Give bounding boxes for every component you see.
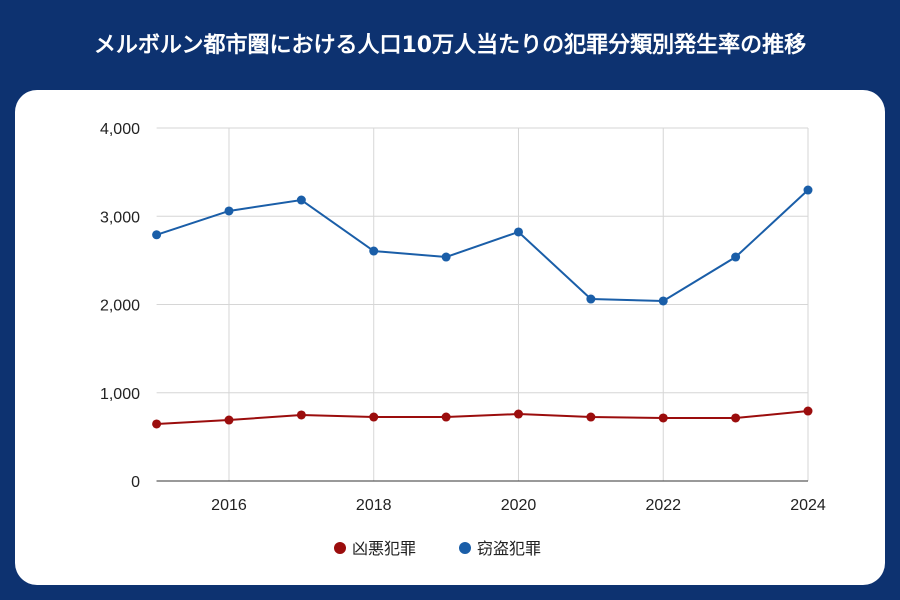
data-point [586,412,596,422]
series-line [156,410,809,425]
data-point [658,296,668,306]
data-point [224,415,234,425]
data-point [731,413,741,423]
data-point [803,185,813,195]
y-tick-label: 0 [131,474,140,491]
data-point [369,246,379,256]
x-tick-label: 2022 [645,497,681,514]
data-point [586,294,596,304]
y-tick-label: 4,000 [100,121,140,138]
x-tick-label: 2018 [356,497,392,514]
data-point [441,252,451,262]
data-point [296,410,306,420]
data-point [296,195,306,205]
legend-marker [334,542,346,554]
data-point [658,413,668,423]
x-tick-label: 2024 [790,497,826,514]
data-point [803,406,813,416]
legend-label: 窃盗犯罪 [477,539,541,558]
data-point [513,227,523,237]
data-point [513,409,523,419]
x-tick-label: 2020 [501,497,537,514]
legend-marker [459,542,471,554]
y-tick-label: 2,000 [100,298,140,315]
chart-title: メルボルン都市圏における人口10万人当たりの犯罪分類別発生率の推移 [93,33,807,58]
data-point [441,412,451,422]
data-point [152,230,162,240]
chart-card [15,90,885,585]
legend-label: 凶悪犯罪 [352,539,416,558]
y-tick-label: 3,000 [100,209,140,226]
data-point [224,206,234,216]
data-point [369,412,379,422]
data-point [152,419,162,429]
x-tick-label: 2016 [211,497,247,514]
data-point [731,252,741,262]
y-tick-label: 1,000 [100,386,140,403]
series-line [156,189,809,302]
